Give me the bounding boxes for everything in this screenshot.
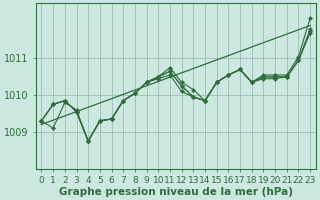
X-axis label: Graphe pression niveau de la mer (hPa): Graphe pression niveau de la mer (hPa) — [59, 187, 293, 197]
